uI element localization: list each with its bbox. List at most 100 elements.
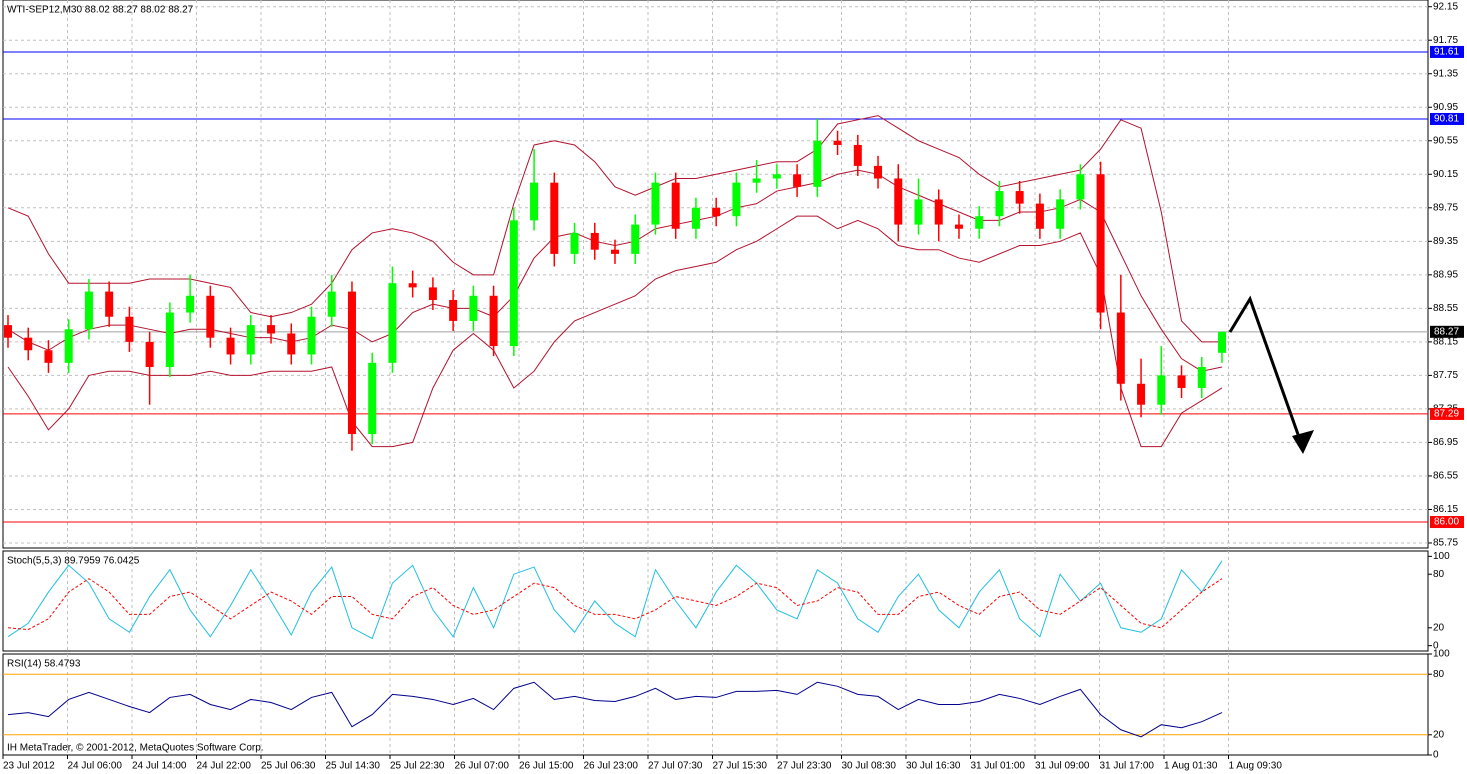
candle-body bbox=[408, 283, 417, 288]
x-tick-label: 30 Jul 08:30 bbox=[842, 761, 897, 772]
candle-body bbox=[1137, 383, 1146, 405]
x-tick-label: 25 Jul 06:30 bbox=[261, 761, 316, 772]
candle-body bbox=[530, 182, 539, 221]
candle-body bbox=[449, 299, 458, 321]
indicator-line bbox=[7, 578, 1223, 631]
candle-body bbox=[894, 178, 903, 225]
candle-body bbox=[24, 337, 33, 351]
candle-body bbox=[509, 220, 518, 347]
x-tick-label: 25 Jul 22:30 bbox=[390, 761, 445, 772]
price-level-tag bbox=[1430, 45, 1464, 58]
candle-body bbox=[611, 249, 619, 254]
candle-body bbox=[671, 182, 680, 229]
candle-body bbox=[246, 325, 255, 355]
x-tick-label: 1 Aug 01:30 bbox=[1164, 761, 1218, 772]
candle-body bbox=[1035, 203, 1044, 229]
indicator-line bbox=[7, 681, 1223, 738]
candle-body bbox=[1096, 174, 1105, 313]
y-tick-label: 0 bbox=[1433, 640, 1439, 651]
candle-body bbox=[914, 199, 923, 225]
candle-body bbox=[489, 295, 498, 347]
candle-body bbox=[874, 165, 883, 179]
x-tick-label: 27 Jul 07:30 bbox=[648, 761, 703, 772]
price-level-tag bbox=[1430, 516, 1464, 529]
y-tick-label: 89.75 bbox=[1433, 202, 1458, 213]
y-tick-label: 80 bbox=[1433, 669, 1445, 680]
candle-body bbox=[165, 312, 174, 368]
candle-body bbox=[772, 174, 781, 179]
candle-body bbox=[813, 140, 822, 187]
candle-body bbox=[267, 325, 276, 334]
y-tick-label: 80 bbox=[1433, 569, 1445, 580]
candle-body bbox=[226, 337, 235, 355]
arrow-head bbox=[1292, 430, 1314, 454]
bollinger-band bbox=[7, 215, 1223, 448]
y-tick-label: 86.55 bbox=[1433, 471, 1458, 482]
price-level-label: 90.81 bbox=[1434, 114, 1459, 125]
x-tick-label: 26 Jul 15:00 bbox=[519, 761, 574, 772]
panel-title: WTI-SEP12,M30 88.02 88.27 88.02 88.27 bbox=[7, 5, 194, 16]
candle-body bbox=[712, 207, 721, 217]
candle-body bbox=[368, 362, 377, 435]
candle-body bbox=[125, 316, 134, 342]
candle-body bbox=[1177, 375, 1186, 388]
price-level-label: 87.29 bbox=[1434, 409, 1459, 420]
candle-body bbox=[732, 182, 741, 217]
candle-body bbox=[752, 178, 761, 183]
candle-body bbox=[307, 316, 316, 355]
candle-body bbox=[691, 207, 700, 229]
stoch-panel bbox=[2, 550, 1429, 652]
footer: IH MetaTrader, © 2001-2012, MetaQuotes S… bbox=[7, 743, 264, 754]
rsi-panel bbox=[2, 653, 1429, 756]
candle-body bbox=[388, 283, 397, 363]
candle-body bbox=[651, 182, 660, 225]
candle-body bbox=[469, 295, 478, 321]
candle-body bbox=[1116, 312, 1125, 384]
price-level-label: 91.61 bbox=[1434, 47, 1459, 58]
price-level-label: 86.00 bbox=[1434, 517, 1459, 528]
x-tick-label: 31 Jul 09:00 bbox=[1035, 761, 1090, 772]
candle-body bbox=[84, 291, 93, 330]
candle-body bbox=[4, 325, 12, 338]
y-tick-label: 91.35 bbox=[1433, 68, 1458, 79]
candle-body bbox=[105, 291, 114, 317]
candle-body bbox=[145, 341, 154, 368]
panel-title: RSI(14) 58.4793 bbox=[7, 659, 81, 670]
y-tick-label: 88.15 bbox=[1433, 337, 1458, 348]
candle-body bbox=[206, 295, 215, 338]
candle-body bbox=[1015, 191, 1024, 204]
y-tick-label: 20 bbox=[1433, 622, 1445, 633]
candle-body bbox=[327, 291, 336, 317]
forecast-arrow bbox=[1228, 295, 1302, 441]
candle-body bbox=[1076, 174, 1085, 200]
y-tick-label: 87.75 bbox=[1433, 370, 1458, 381]
x-tick-label: 30 Jul 16:30 bbox=[906, 761, 961, 772]
candle-body bbox=[570, 232, 579, 254]
y-tick-label: 92.15 bbox=[1433, 1, 1458, 12]
candle-body bbox=[550, 182, 559, 254]
candle-body bbox=[954, 224, 963, 229]
x-tick-label: 31 Jul 17:00 bbox=[1100, 761, 1155, 772]
x-tick-label: 23 Jul 2012 bbox=[3, 761, 55, 772]
x-tick-label: 1 Aug 09:30 bbox=[1229, 761, 1283, 772]
y-tick-label: 86.15 bbox=[1433, 504, 1458, 515]
candle-body bbox=[590, 232, 599, 250]
y-tick-label: 88.95 bbox=[1433, 269, 1458, 280]
y-tick-label: 85.75 bbox=[1433, 538, 1458, 549]
y-tick-label: 86.95 bbox=[1433, 437, 1458, 448]
y-tick-label: 88.55 bbox=[1433, 303, 1458, 314]
candle-body bbox=[995, 191, 1004, 217]
candle-body bbox=[934, 199, 943, 225]
x-tick-label: 24 Jul 14:00 bbox=[132, 761, 187, 772]
y-tick-label: 100 bbox=[1433, 649, 1450, 660]
main-panel bbox=[2, 0, 1429, 549]
y-tick-label: 20 bbox=[1433, 729, 1445, 740]
price-level-tag bbox=[1430, 407, 1464, 420]
candle-body bbox=[1056, 199, 1065, 229]
candle-body bbox=[347, 291, 356, 435]
panel-title: Stoch(5,5,3) 89.7959 76.0425 bbox=[7, 556, 140, 567]
candle-body bbox=[64, 329, 73, 363]
x-tick-label: 24 Jul 22:00 bbox=[197, 761, 252, 772]
y-tick-label: 89.35 bbox=[1433, 236, 1458, 247]
